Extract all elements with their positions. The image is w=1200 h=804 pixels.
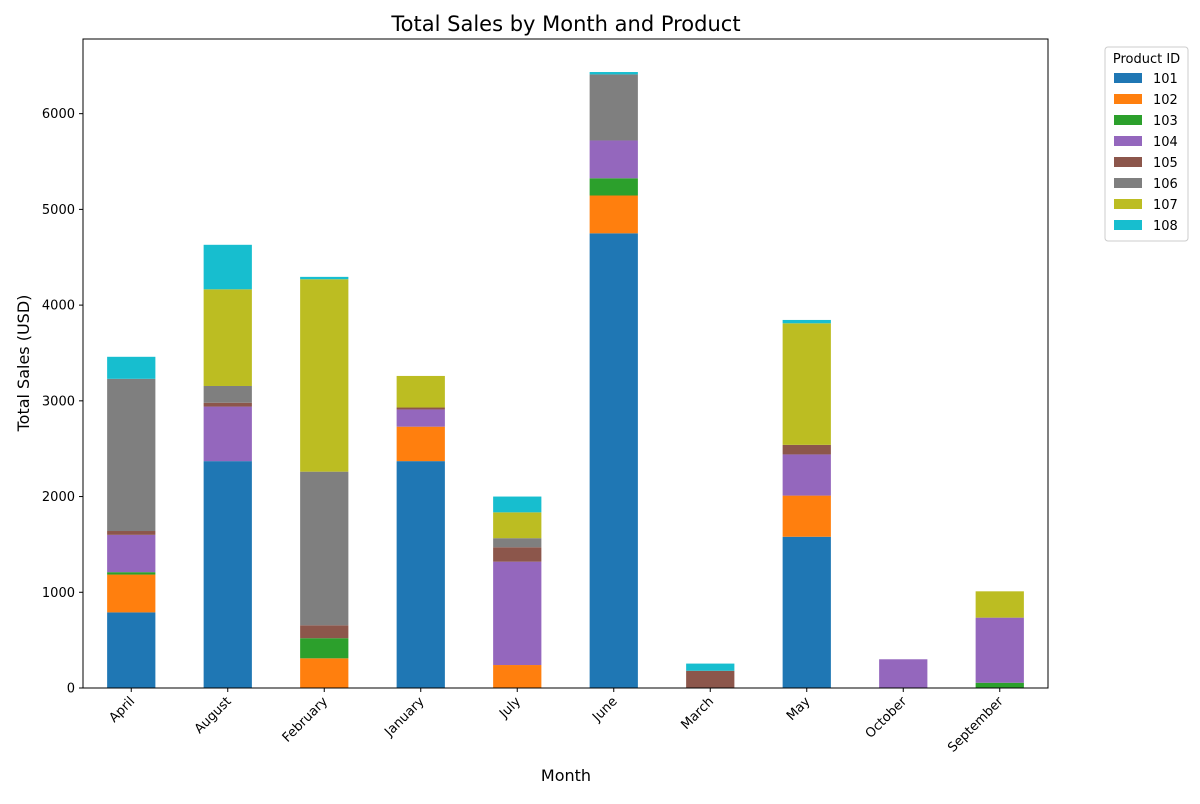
legend-swatch-108	[1114, 220, 1142, 230]
bar-january-product-105	[396, 407, 445, 410]
x-tick-label-september: September	[945, 694, 1007, 756]
bar-may-product-108	[782, 319, 831, 324]
bar-july-product-104	[493, 561, 542, 666]
legend-label-105: 105	[1153, 156, 1178, 171]
bar-june-product-108	[589, 72, 638, 75]
bar-february-product-103	[300, 638, 349, 659]
axes-layer: 0 1000 2000 3000 4000 5000 6000 April August Febr…	[42, 38, 1049, 756]
bar-january-product-101	[396, 461, 445, 688]
x-tick-label-june: June	[589, 694, 620, 725]
legend-label-102: 102	[1153, 93, 1178, 108]
bar-february-product-106	[300, 471, 349, 626]
bar-september-product-103	[975, 682, 1024, 688]
bar-june-product-104	[589, 140, 638, 179]
bar-february-product-108	[300, 276, 349, 280]
legend-label-108: 108	[1153, 219, 1178, 234]
bar-april-product-104	[107, 534, 156, 573]
bar-march-product-108	[686, 663, 735, 671]
bar-may-product-107	[782, 323, 831, 445]
legend-swatch-104	[1114, 136, 1142, 146]
bar-july-product-107	[493, 512, 542, 539]
legend-swatch-105	[1114, 157, 1142, 167]
bars-layer	[107, 72, 1024, 688]
bar-april-product-105	[107, 531, 156, 535]
bar-april-product-102	[107, 574, 156, 613]
bar-june-product-102	[589, 195, 638, 234]
y-tick-label: 0	[67, 682, 75, 697]
bar-july-product-105	[493, 547, 542, 562]
bar-february-product-102	[300, 658, 349, 688]
legend-swatch-103	[1114, 115, 1142, 125]
x-tick-label-july: July	[496, 694, 524, 722]
legend-label-101: 101	[1153, 72, 1178, 87]
bar-september-product-107	[975, 591, 1024, 618]
bar-october-product-104	[879, 659, 928, 688]
bar-january-product-104	[396, 409, 445, 427]
legend: Product ID 101 102 103 104 105 106 107 108	[1104, 46, 1189, 242]
x-tick-label-april: April	[106, 694, 138, 726]
y-tick-label: 6000	[42, 107, 75, 122]
legend-label-107: 107	[1153, 198, 1178, 213]
bar-june-product-103	[589, 178, 638, 196]
legend-swatch-102	[1114, 94, 1142, 104]
bar-august-product-105	[203, 402, 252, 407]
bar-may-product-102	[782, 495, 831, 537]
bar-may-product-105	[782, 444, 831, 455]
y-tick-label: 2000	[42, 490, 75, 505]
y-tick-label: 1000	[42, 586, 75, 601]
x-tick-label-january: January	[381, 694, 427, 740]
legend-swatch-101	[1114, 73, 1142, 83]
bar-march-product-105	[686, 670, 735, 688]
bar-august-product-108	[203, 244, 252, 290]
bar-january-product-107	[396, 375, 445, 408]
bar-may-product-104	[782, 454, 831, 496]
bar-july-product-102	[493, 665, 542, 688]
bar-august-product-104	[203, 406, 252, 462]
y-axis-label: Total Sales (USD)	[14, 295, 33, 433]
legend-swatch-106	[1114, 178, 1142, 188]
legend-label-103: 103	[1153, 114, 1178, 129]
bar-june-product-101	[589, 233, 638, 688]
bar-may-product-101	[782, 536, 831, 688]
x-axis-label: Month	[541, 766, 591, 785]
bar-april-product-108	[107, 356, 156, 379]
bar-september-product-104	[975, 617, 1024, 683]
legend-label-106: 106	[1153, 177, 1178, 192]
bar-july-product-106	[493, 538, 542, 548]
bar-april-product-101	[107, 612, 156, 688]
bar-february-product-105	[300, 625, 349, 639]
x-tick-label-february: February	[280, 694, 332, 746]
legend-title: Product ID	[1113, 52, 1180, 67]
bar-january-product-102	[396, 426, 445, 462]
y-tick-label: 4000	[42, 299, 75, 314]
chart-title: Total Sales by Month and Product	[390, 12, 740, 36]
legend-swatch-107	[1114, 199, 1142, 209]
y-tick-label: 5000	[42, 203, 75, 218]
x-tick-label-august: August	[192, 694, 235, 737]
bar-february-product-107	[300, 279, 349, 472]
bar-august-product-101	[203, 461, 252, 688]
y-tick-label: 3000	[42, 394, 75, 409]
bar-april-product-106	[107, 378, 156, 532]
x-tick-label-march: March	[678, 694, 717, 733]
plot-frame	[82, 38, 1049, 689]
x-tick-label-may: May	[784, 694, 814, 724]
bar-june-product-106	[589, 74, 638, 141]
bar-april-product-103	[107, 572, 156, 575]
x-tick-label-october: October	[863, 694, 911, 742]
legend-label-104: 104	[1153, 135, 1178, 150]
bar-july-product-108	[493, 496, 542, 513]
bar-august-product-106	[203, 385, 252, 403]
bar-august-product-107	[203, 289, 252, 386]
